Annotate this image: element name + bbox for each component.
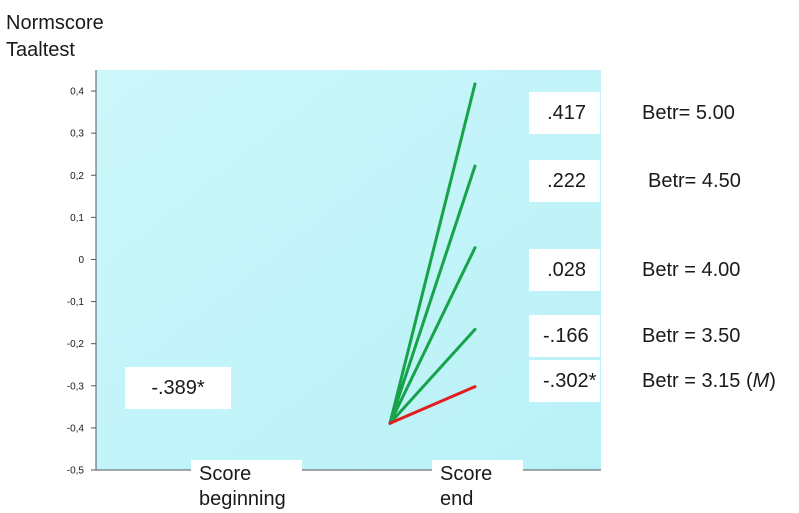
y-tick-label: -0,5 — [67, 466, 85, 477]
y-tick-label: 0,1 — [70, 213, 84, 224]
y-axis-title: Normscore Taaltest — [6, 10, 104, 64]
betr-label: Betr = 3.50 — [642, 325, 740, 347]
y-tick-label: 0,2 — [70, 171, 84, 182]
betr-label: Betr= 5.00 — [642, 102, 735, 124]
betr-label-text: Betr= 4.50 — [648, 170, 741, 192]
series-line — [388, 246, 477, 425]
betr-label-text: Betr = 3.15 ( — [642, 370, 753, 392]
betr-label: Betr = 4.00 — [642, 259, 740, 281]
end-value-label: -.302* — [529, 360, 600, 402]
betr-label-text: Betr = 3.50 — [642, 325, 741, 347]
y-tick-label: 0,4 — [70, 87, 84, 98]
end-value-label: .417 — [529, 92, 600, 134]
betr-label-text: Betr = 4.00 — [642, 259, 741, 281]
y-axis-title-line-1: Normscore — [6, 12, 104, 34]
y-tick-label: -0,1 — [67, 297, 85, 308]
betr-label: Betr= 4.50 — [648, 170, 741, 192]
betr-label: Betr = 3.15 (M) — [642, 370, 776, 392]
series-line — [388, 82, 477, 425]
series-line — [388, 385, 477, 425]
betr-label-text: Betr= 5.00 — [642, 102, 735, 124]
y-tick-label: 0,3 — [70, 129, 84, 140]
start-value-label: -.389* — [125, 367, 231, 409]
y-tick-label: 0 — [78, 255, 84, 266]
betr-label-suffix: ) — [769, 370, 776, 392]
plot-area — [96, 70, 601, 470]
y-tick-label: -0,3 — [67, 381, 85, 392]
betr-mean-symbol: M — [752, 370, 770, 392]
series-line — [388, 327, 477, 425]
end-value-label: -.166 — [529, 315, 600, 357]
x-category-label: Score beginning — [191, 460, 302, 512]
end-value-label: .222 — [529, 160, 600, 202]
y-axis-title-line-2: Taaltest — [6, 39, 75, 61]
series-line — [388, 164, 477, 425]
y-tick-label: -0,2 — [67, 339, 85, 350]
end-value-label: .028 — [529, 249, 600, 291]
x-category-label: Score end — [432, 460, 523, 512]
y-tick-label: -0,4 — [67, 423, 85, 434]
